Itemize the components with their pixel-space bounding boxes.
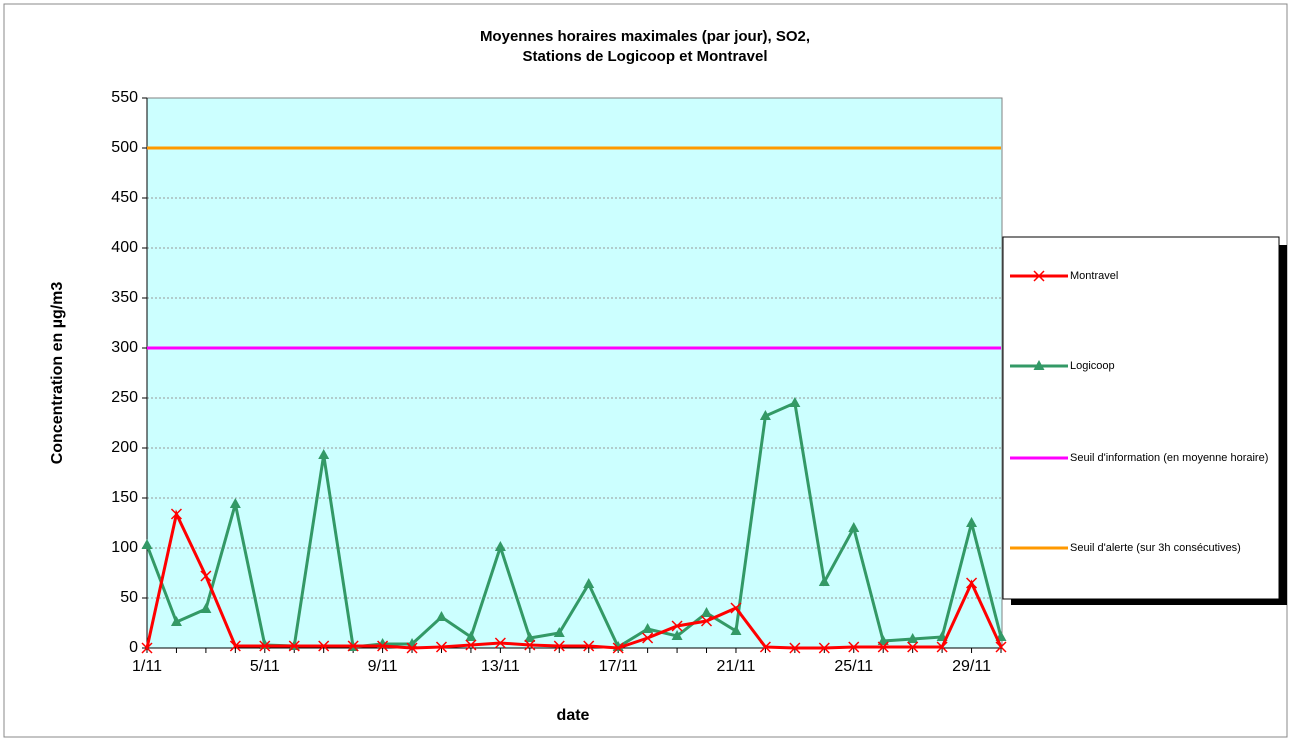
data-point xyxy=(141,539,153,549)
data-point xyxy=(966,517,978,527)
data-point xyxy=(789,397,801,407)
data-point xyxy=(583,578,595,588)
data-point xyxy=(583,640,595,652)
chart-title: Stations de Logicoop et Montravel xyxy=(522,48,767,65)
x-axis-label: date xyxy=(557,707,590,724)
data-point xyxy=(435,641,448,653)
legend-label: Montravel xyxy=(1070,269,1119,282)
data-point xyxy=(406,642,418,654)
data-point xyxy=(229,498,241,508)
x-tick-label: 9/11 xyxy=(368,658,398,675)
legend-text: Seuil d'information (en moyenne horaire) xyxy=(1070,451,1269,464)
data-point xyxy=(288,640,300,652)
data-point xyxy=(848,522,860,532)
legend-text: Logicoop xyxy=(1070,359,1115,372)
y-tick-label: 150 xyxy=(111,489,138,506)
legend-marker xyxy=(1033,360,1045,370)
series-line xyxy=(145,509,1003,650)
data-point xyxy=(995,641,1007,653)
data-point xyxy=(318,449,330,459)
legend xyxy=(1002,236,1280,600)
chart-title: Moyennes horaires maximales (par jour), … xyxy=(480,28,810,45)
data-point xyxy=(877,635,889,645)
data-point xyxy=(759,410,771,420)
y-tick-label: 450 xyxy=(111,189,138,206)
y-tick-label: 250 xyxy=(111,389,138,406)
data-point xyxy=(818,642,830,654)
data-point xyxy=(759,641,771,653)
data-point xyxy=(465,639,477,651)
y-tick-label: 500 xyxy=(111,139,138,156)
data-point xyxy=(612,642,624,654)
data-point xyxy=(494,637,506,649)
x-tick-label: 13/11 xyxy=(481,658,520,675)
data-point xyxy=(701,607,713,617)
data-point xyxy=(966,577,978,589)
y-tick-label: 350 xyxy=(111,289,138,306)
data-point xyxy=(789,642,801,654)
data-point xyxy=(347,640,359,652)
data-point xyxy=(465,631,477,641)
legend-text: Montravel xyxy=(1070,269,1119,282)
data-point xyxy=(671,630,683,640)
y-tick-label: 400 xyxy=(111,239,138,256)
x-tick-label: 29/11 xyxy=(952,658,991,675)
data-point xyxy=(494,541,506,551)
legend-text: Seuil d'alerte (sur 3h consécutives) xyxy=(1070,541,1241,554)
data-point xyxy=(200,570,212,582)
x-tick-label: 25/11 xyxy=(834,658,873,675)
x-tick-label: 21/11 xyxy=(717,658,756,675)
data-point xyxy=(259,640,271,652)
y-tick-label: 550 xyxy=(111,89,138,106)
plot-area xyxy=(141,97,1007,654)
plot-background xyxy=(146,97,1003,649)
data-point xyxy=(377,640,389,652)
y-tick-label: 100 xyxy=(111,539,138,556)
data-point xyxy=(170,616,182,626)
data-point xyxy=(730,602,742,614)
data-point xyxy=(435,611,447,621)
data-point xyxy=(671,620,683,632)
data-point xyxy=(642,623,654,633)
data-point xyxy=(200,603,212,613)
y-axis-label: Concentration en µg/m3 xyxy=(49,282,66,465)
data-point xyxy=(553,640,565,652)
data-point xyxy=(524,639,536,651)
x-tick-label: 17/11 xyxy=(599,658,638,675)
data-point xyxy=(229,640,241,652)
legend-marker xyxy=(1033,270,1045,282)
y-tick-label: 300 xyxy=(111,339,138,356)
data-point xyxy=(818,576,830,586)
data-point xyxy=(141,642,153,654)
data-point xyxy=(553,627,565,637)
y-tick-label: 0 xyxy=(129,639,138,656)
data-point xyxy=(907,641,919,653)
x-tick-label: 5/11 xyxy=(250,658,280,675)
data-point xyxy=(524,632,536,642)
data-point xyxy=(700,615,713,627)
data-point xyxy=(848,641,860,653)
legend-items: Montravel Logicoop Seuil d'information (en… xyxy=(1010,269,1269,554)
legend-label: Seuil d'information (en moyenne horaire) xyxy=(1070,451,1269,464)
data-point xyxy=(642,632,654,644)
y-tick-label: 50 xyxy=(120,589,138,606)
data-point xyxy=(170,508,182,520)
x-tick-label: 1/11 xyxy=(132,658,162,675)
data-point xyxy=(936,641,948,653)
data-point xyxy=(907,633,919,643)
y-tick-label: 200 xyxy=(111,439,138,456)
data-point xyxy=(318,640,330,652)
data-point xyxy=(877,641,889,653)
data-point xyxy=(730,625,742,635)
legend-label: Seuil d'alerte (sur 3h consécutives) xyxy=(1070,541,1241,554)
legend-label: Logicoop xyxy=(1070,359,1115,372)
